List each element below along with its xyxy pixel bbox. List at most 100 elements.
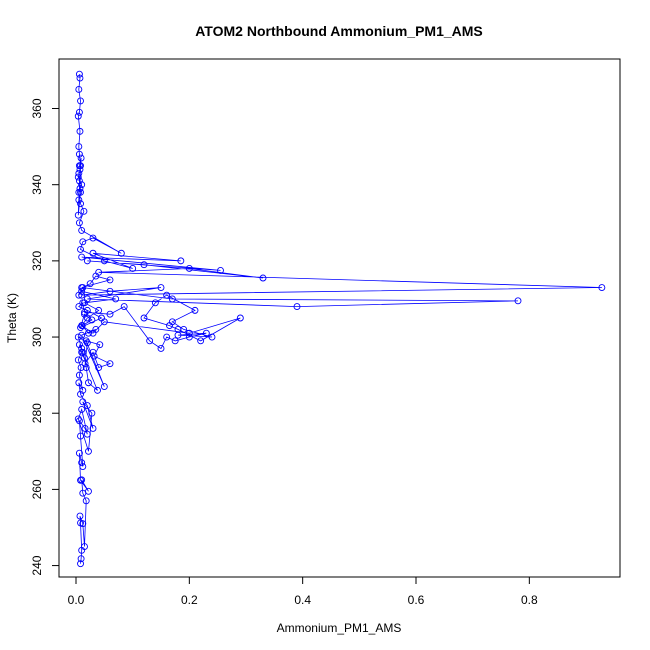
data-point (77, 245, 84, 253)
data-point (77, 200, 84, 208)
data-point (76, 74, 84, 82)
data-point (106, 276, 114, 284)
data-point (85, 447, 92, 455)
data-point (74, 415, 82, 423)
series-points (74, 70, 606, 568)
data-point (75, 108, 83, 116)
data-point (598, 284, 606, 291)
data-point (94, 386, 101, 394)
data-point (90, 352, 98, 360)
data-point (100, 318, 108, 326)
data-point (202, 329, 210, 337)
data-point (197, 337, 205, 345)
data-point (76, 127, 84, 135)
x-axis-label: Ammonium_PM1_AMS (277, 621, 402, 635)
data-point (81, 360, 89, 368)
data-point (177, 257, 185, 265)
data-point (78, 181, 86, 189)
x-tick-label: 0.8 (521, 593, 538, 607)
data-point (85, 329, 92, 337)
data-point (163, 333, 171, 341)
x-tick-label: 0.4 (294, 593, 311, 607)
data-point (78, 331, 86, 339)
data-point (88, 409, 96, 417)
data-point (88, 316, 96, 324)
data-point (86, 280, 94, 288)
data-point (140, 314, 148, 322)
data-point (236, 314, 244, 322)
data-point (77, 555, 85, 563)
data-point (89, 425, 97, 432)
y-tick-label: 260 (30, 479, 44, 499)
y-tick-label: 280 (30, 403, 44, 423)
data-point (78, 226, 86, 234)
data-point (78, 253, 86, 261)
data-point (208, 333, 216, 341)
y-tick-label: 320 (30, 251, 44, 271)
series-line (77, 74, 602, 564)
data-point (79, 520, 87, 528)
y-axis-label: Theta (K) (5, 293, 19, 343)
data-point (166, 322, 173, 330)
data-point (157, 284, 165, 291)
data-point (77, 560, 84, 568)
chart-title: ATOM2 Northbound Ammonium_PM1_AMS (195, 23, 483, 39)
y-tick-label: 360 (30, 98, 44, 118)
x-axis: 0.0 0.2 0.4 0.6 0.8 (68, 576, 538, 607)
data-point (217, 266, 224, 274)
data-point (95, 268, 103, 276)
data-point (79, 348, 87, 356)
data-point (77, 97, 84, 105)
y-tick-label: 340 (30, 174, 44, 194)
data-point (106, 287, 114, 295)
y-axis: 240 260 280 300 320 340 360 (30, 98, 60, 576)
data-point (106, 310, 114, 318)
data-point (168, 295, 176, 303)
data-point (78, 322, 86, 330)
data-point (81, 543, 88, 550)
data-point (75, 379, 83, 387)
data-point (514, 297, 522, 305)
data-point (81, 425, 89, 432)
data-point (151, 299, 159, 307)
data-point (74, 333, 82, 341)
data-point (77, 324, 84, 331)
data-point (83, 430, 91, 438)
data-point (77, 154, 85, 162)
data-point (77, 364, 85, 371)
data-point (77, 432, 84, 440)
data-point (83, 402, 91, 410)
data-point (74, 112, 82, 120)
data-point (83, 257, 91, 265)
x-tick-label: 0.2 (181, 593, 198, 607)
data-point (77, 390, 84, 398)
data-point (157, 345, 165, 352)
data-point (106, 360, 114, 368)
data-point (83, 314, 91, 322)
data-point (78, 345, 86, 352)
data-point (77, 162, 84, 170)
data-point (75, 291, 83, 299)
data-point (259, 274, 267, 282)
data-point (74, 211, 82, 219)
data-point (78, 459, 86, 467)
data-point (89, 329, 97, 337)
data-point (75, 86, 83, 93)
data-point (77, 188, 84, 196)
data-point (112, 295, 120, 303)
data-point (75, 219, 83, 227)
data-point (74, 356, 82, 364)
data-point (74, 173, 82, 181)
data-point (146, 337, 154, 345)
data-point (89, 348, 97, 356)
data-point (79, 386, 87, 394)
data-point (79, 463, 87, 470)
data-point (75, 169, 83, 177)
data-point (185, 329, 193, 337)
data-point (185, 265, 193, 272)
plot-area (74, 70, 606, 568)
x-tick-label: 0.6 (408, 593, 425, 607)
data-point (85, 487, 92, 495)
